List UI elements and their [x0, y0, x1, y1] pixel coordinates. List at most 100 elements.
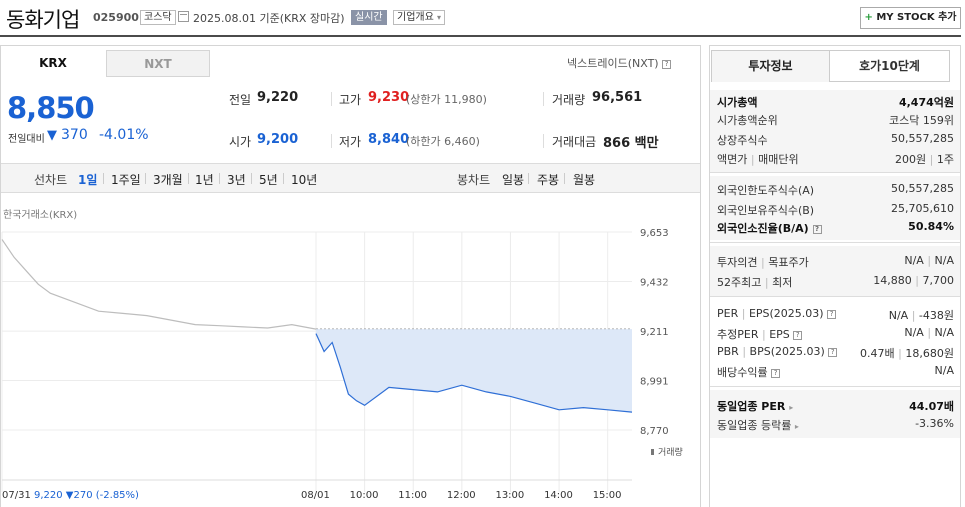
listed-shares-label: 상장주식수	[717, 134, 768, 147]
header-divider	[0, 35, 961, 37]
chart-source: 한국거래소(KRX)	[3, 210, 78, 221]
market-cap-label: 시가총액	[717, 96, 758, 109]
peer-change-value: -3.36%	[915, 417, 954, 430]
period-1y[interactable]: 1년	[195, 173, 214, 187]
divider	[543, 134, 544, 148]
tab-krx[interactable]: KRX	[1, 50, 105, 77]
divider	[103, 173, 104, 184]
company-name: 동화기업	[6, 8, 80, 32]
52w-low-value: 7,700	[922, 274, 955, 287]
volume-value: 96,561	[592, 90, 643, 105]
chevron-right-icon: ▸	[789, 403, 794, 412]
price-panel	[0, 45, 701, 507]
change-amount: 370	[61, 127, 88, 143]
52w-high-label: 52주최고	[717, 276, 762, 289]
trade-unit-value: 1주	[936, 153, 954, 166]
dividend-yield-value: N/A	[934, 364, 954, 377]
help-icon[interactable]: ?	[828, 348, 838, 357]
tab-investment-info[interactable]: 투자정보	[711, 50, 830, 82]
realtime-button[interactable]: 실시간	[351, 10, 387, 25]
opinion-section: 투자의견 | 목표주가 N/A | N/A 52주최고 | 최저 14,880 | …	[710, 246, 960, 296]
divider	[145, 173, 146, 184]
high-label: 고가	[339, 93, 362, 107]
bps-value: 18,680원	[905, 347, 954, 360]
nextrade-label: 넥스트레이드(NXT)	[567, 57, 659, 70]
investment-panel	[709, 45, 961, 507]
divider	[710, 242, 960, 243]
price-chart[interactable]: 9,653 9,432 9,211 8,991 8,770 07/31 08/01 10:00…	[0, 222, 700, 507]
divider	[251, 173, 252, 184]
help-icon[interactable]: ?	[812, 225, 822, 234]
candle-chart-label: 봉차트	[457, 173, 491, 187]
per-value: N/A	[888, 309, 909, 322]
opinion-value: N/A	[904, 254, 924, 267]
trade-amount-label: 거래대금	[552, 135, 597, 149]
x-tick-label: 10:00	[350, 490, 379, 501]
bps-label: BPS(2025.03)	[749, 345, 825, 358]
divider	[331, 92, 332, 106]
change-percent: -4.01%	[99, 127, 149, 143]
par-value-label: 액면가	[717, 153, 748, 166]
52w-high-value: 14,880	[873, 274, 912, 287]
dividend-yield-label: 배당수익률	[717, 366, 768, 379]
divider	[528, 173, 529, 184]
base-date: 2025.08.01 기준(KRX 장마감)	[193, 12, 345, 25]
high-value: 9,230	[368, 90, 410, 105]
y-tick-label: 9,211	[640, 327, 669, 338]
y-tick-label: 9,653	[640, 228, 669, 239]
chevron-down-icon: ▾	[437, 13, 442, 22]
tab-order-book[interactable]: 호가10단계	[830, 50, 950, 82]
divider	[219, 173, 220, 184]
eps-value: -438원	[918, 309, 954, 322]
period-1w[interactable]: 1주일	[111, 173, 141, 187]
period-3y[interactable]: 3년	[227, 173, 246, 187]
x-tick-label: 14:00	[544, 490, 573, 501]
candle-weekly[interactable]: 주봉	[537, 173, 560, 187]
tab-nxt[interactable]: NXT	[106, 50, 210, 77]
foreign-limit-value: 50,557,285	[891, 182, 954, 195]
help-icon[interactable]: ?	[662, 60, 672, 69]
add-my-stock-button[interactable]: + MY STOCK 추가	[860, 7, 961, 29]
candle-monthly[interactable]: 월봉	[573, 173, 596, 187]
candle-daily[interactable]: 일봉	[502, 173, 525, 187]
stock-code: 025900	[93, 11, 139, 24]
prev-day-summary: 9,220 ▼270 (-2.85%)	[34, 490, 139, 501]
down-triangle-icon: ▼	[47, 128, 57, 143]
period-5y[interactable]: 5년	[259, 173, 278, 187]
open-value: 9,200	[257, 132, 299, 147]
peer-section: 동일업종 PER ▸ 44.07배 동일업종 등락률 ▸ -3.36%	[710, 390, 960, 438]
x-tick-label: 13:00	[495, 490, 524, 501]
x-tick-label: 07/31	[2, 490, 31, 501]
divider	[188, 173, 189, 184]
y-tick-label: 8,991	[640, 376, 669, 387]
help-icon[interactable]: ?	[793, 331, 803, 340]
help-icon[interactable]: ?	[771, 369, 781, 378]
eps-label: EPS(2025.03)	[748, 307, 824, 320]
calendar-icon	[178, 11, 189, 22]
divider	[543, 92, 544, 106]
help-icon[interactable]: ?	[827, 310, 837, 319]
pbr-label: PBR	[717, 345, 739, 358]
nextrade-link[interactable]: 넥스트레이드(NXT) ?	[567, 55, 672, 71]
period-3m[interactable]: 3개월	[153, 173, 183, 187]
current-price: 8,850	[7, 91, 95, 125]
est-per-label: 추정PER	[717, 328, 759, 341]
series-area-08-01	[316, 329, 632, 413]
period-1d[interactable]: 1일	[78, 173, 98, 187]
foreign-hold-value: 25,705,610	[891, 202, 954, 215]
x-tick-label: 15:00	[593, 490, 622, 501]
period-10y[interactable]: 10년	[291, 173, 318, 187]
plus-icon: +	[864, 12, 873, 23]
y-tick-label: 9,432	[640, 278, 669, 289]
foreign-hold-label: 외국인보유주식수(B)	[717, 204, 815, 217]
target-price-label: 목표주가	[768, 256, 809, 269]
market-cap-value: 4,474억원	[898, 96, 954, 109]
open-label: 시가	[229, 135, 252, 149]
company-overview-dropdown[interactable]: 기업개요 ▾	[393, 10, 446, 25]
peer-per-label[interactable]: 동일업종 PER	[717, 400, 786, 413]
peer-change-label[interactable]: 동일업종 등락률	[717, 419, 792, 432]
chevron-right-icon: ▸	[794, 422, 799, 431]
volume-label: 거래량	[552, 93, 586, 107]
upper-limit: (상한가 11,980)	[406, 93, 487, 106]
market-badge: 코스닥	[140, 10, 176, 25]
